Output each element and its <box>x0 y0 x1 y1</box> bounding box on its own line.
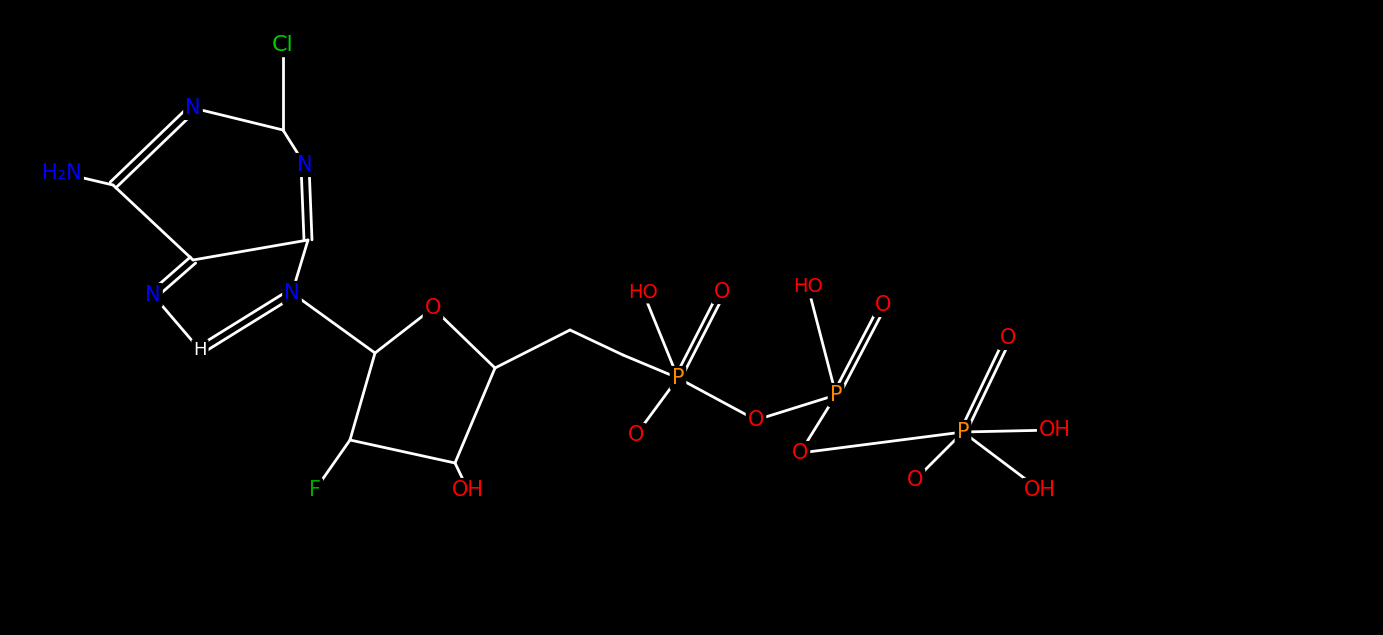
Text: OH: OH <box>1039 420 1070 440</box>
Text: N: N <box>185 98 201 118</box>
Text: H₂N: H₂N <box>43 163 82 183</box>
Text: P: P <box>957 422 969 442</box>
Text: F: F <box>308 480 321 500</box>
Text: H: H <box>194 341 206 359</box>
Text: O: O <box>792 443 808 463</box>
Text: O: O <box>628 425 644 445</box>
Text: P: P <box>830 385 842 405</box>
Text: N: N <box>145 285 160 305</box>
Text: O: O <box>714 282 730 302</box>
Text: HO: HO <box>628 283 658 302</box>
Text: P: P <box>672 368 685 388</box>
Text: OH: OH <box>1023 480 1057 500</box>
Text: N: N <box>297 155 313 175</box>
Text: O: O <box>907 470 924 490</box>
Text: HO: HO <box>792 277 823 297</box>
Text: O: O <box>1000 328 1017 348</box>
Text: O: O <box>875 295 891 315</box>
Text: O: O <box>748 410 765 430</box>
Text: O: O <box>425 298 441 318</box>
Text: Cl: Cl <box>272 35 293 55</box>
Text: OH: OH <box>452 480 484 500</box>
Text: N: N <box>285 283 300 303</box>
